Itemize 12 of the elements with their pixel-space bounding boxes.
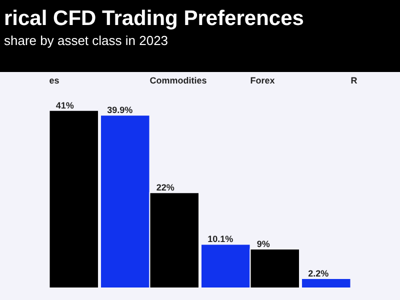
data-label: 22%: [156, 182, 174, 193]
x-tick-label: R: [350, 76, 358, 86]
chart-title: rical CFD Trading Preferences: [4, 6, 305, 32]
x-tick-label: es: [49, 76, 60, 86]
data-label: 2.2%: [308, 268, 329, 278]
data-label: 10.1%: [208, 234, 234, 244]
data-label: 9%: [256, 239, 270, 249]
data-label: 39.9%: [107, 105, 133, 116]
x-tick-label: Forex: [250, 76, 275, 86]
data-label: 41%: [56, 100, 74, 110]
x-tick-label: Commodities: [150, 76, 207, 86]
chart-subtitle: share by asset class in 2023: [4, 32, 170, 50]
